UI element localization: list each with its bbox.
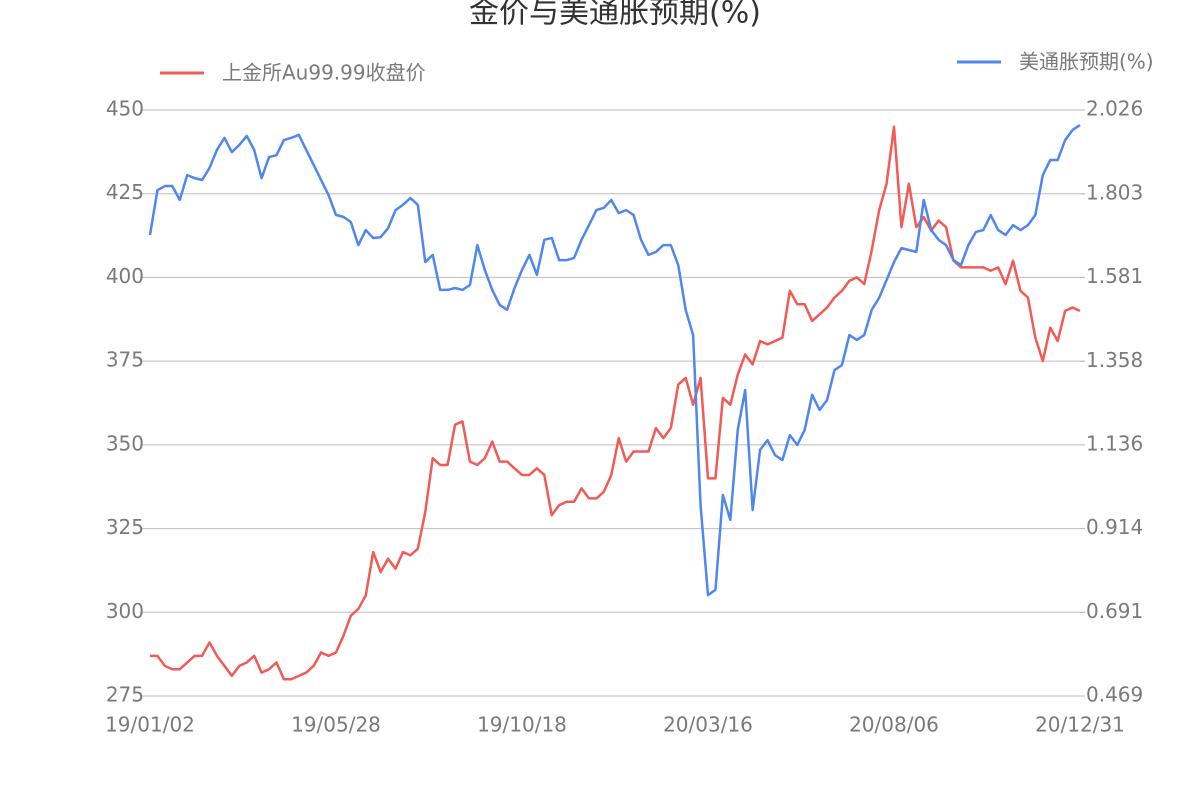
y-tick-label: 350 xyxy=(106,431,144,455)
x-tick-label: 19/10/18 xyxy=(477,713,567,737)
x-tick-label: 20/03/16 xyxy=(663,713,753,737)
y2-tick-label: 1.358 xyxy=(1086,348,1143,372)
x-tick-label: 19/05/28 xyxy=(291,713,381,737)
y-tick-label: 400 xyxy=(106,264,144,288)
x-tick-label: 20/12/31 xyxy=(1035,713,1125,737)
y-tick-label: 450 xyxy=(106,97,144,121)
x-tick-label: 19/01/02 xyxy=(105,713,195,737)
y2-tick-label: 1.803 xyxy=(1086,180,1143,204)
y-tick-label: 375 xyxy=(106,348,144,372)
legend-label: 美通胀预期(%) xyxy=(1019,50,1154,74)
legend-label: 上金所Au99.99收盘价 xyxy=(222,61,426,85)
y2-tick-label: 2.026 xyxy=(1086,97,1143,121)
y-tick-label: 300 xyxy=(106,599,144,623)
y2-tick-label: 1.581 xyxy=(1086,264,1143,288)
y2-tick-label: 0.914 xyxy=(1086,515,1143,539)
y2-tick-label: 1.136 xyxy=(1086,431,1143,455)
y2-tick-label: 0.691 xyxy=(1086,599,1143,623)
y2-tick-label: 0.469 xyxy=(1086,683,1143,707)
y-tick-label: 325 xyxy=(106,515,144,539)
series-line xyxy=(148,124,1081,597)
y-tick-label: 425 xyxy=(106,180,144,204)
y-tick-label: 275 xyxy=(106,683,144,707)
chart-title: 金价与美通胀预期(%) xyxy=(469,0,761,31)
x-tick-label: 20/08/06 xyxy=(849,713,939,737)
series-line xyxy=(150,125,1081,681)
